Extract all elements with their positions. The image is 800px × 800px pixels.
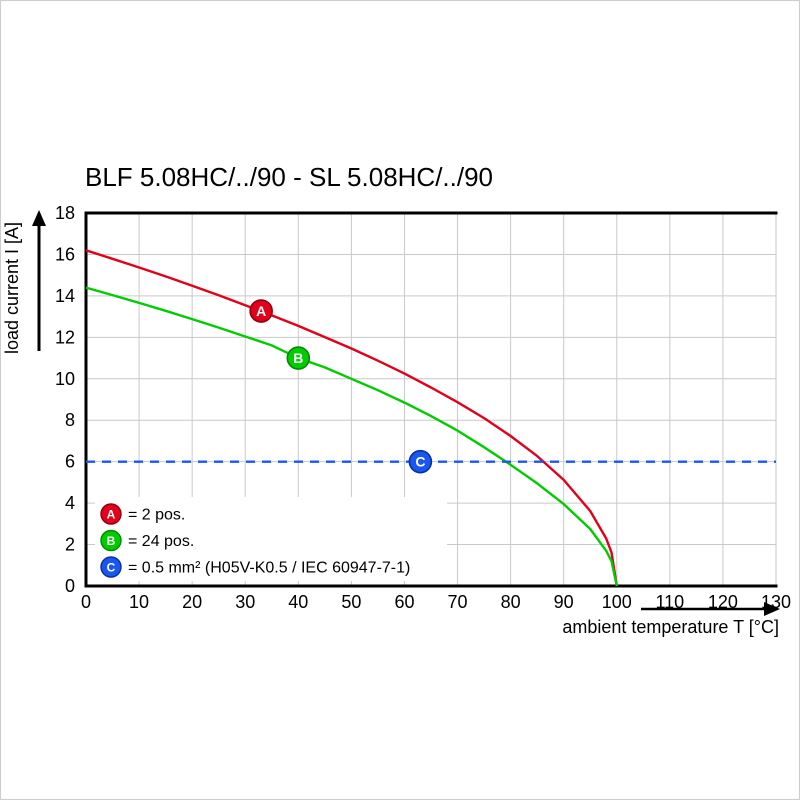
y-tick-label: 12 [55, 327, 75, 347]
y-tick-label: 14 [55, 286, 75, 306]
curve-marker-C: C [408, 449, 433, 474]
x-tick-label: 40 [288, 592, 308, 612]
y-tick-label: 16 [55, 244, 75, 264]
x-tick-label: 30 [235, 592, 255, 612]
curve-A [85, 249, 618, 587]
x-tick-label: 60 [394, 592, 414, 612]
y-tick-label: 6 [65, 452, 75, 472]
x-tick-label: 70 [448, 592, 468, 612]
x-tick-label: 120 [708, 592, 738, 612]
y-tick-label: 18 [55, 203, 75, 223]
y-tick-label: 8 [65, 410, 75, 430]
curve-marker-letter: B [293, 350, 303, 366]
x-tick-label: 100 [602, 592, 632, 612]
x-tick-label: 110 [655, 592, 684, 612]
chart-title: BLF 5.08HC/../90 - SL 5.08HC/../90 [85, 162, 494, 192]
legend-letter: A [107, 508, 116, 522]
x-tick-label: 20 [182, 592, 202, 612]
y-axis-label: load current I [A] [2, 222, 22, 354]
curve-marker-letter: A [256, 303, 266, 319]
curve-marker-letter: C [415, 454, 425, 470]
tick-labels: 0 10 20 30 40 50 60 70 80 90 100 110 120 130024681012… [55, 203, 791, 612]
curve-marker-B: B [286, 346, 311, 370]
y-tick-label: 2 [65, 535, 75, 555]
x-axis-label: ambient temperature T [°C] [562, 617, 779, 637]
y-tick-label: 4 [65, 493, 75, 513]
legend-entry-A: A = 2 pos. [100, 503, 185, 525]
x-tick-label: 90 [554, 592, 574, 612]
x-axis-arrow [641, 602, 780, 616]
legend: A = 2 pos. B = 24 pos. C = 0.5 mm² (H05V-K0.5… [100, 503, 410, 578]
legend-letter: C [107, 561, 116, 575]
legend-label: = 2 pos. [128, 507, 185, 524]
legend-background [95, 497, 447, 581]
y-tick-label: 0 [65, 576, 75, 596]
legend-entry-C: C = 0.5 mm² (H05V-K0.5 / IEC 60947-7-1) [100, 556, 410, 578]
x-tick-label: 80 [501, 592, 521, 612]
x-tick-label: 50 [341, 592, 361, 612]
x-tick-label: 0 [81, 592, 91, 612]
y-tick-label: 10 [55, 369, 75, 389]
legend-letter: B [107, 534, 116, 548]
legend-label: = 24 pos. [128, 533, 194, 550]
plot-border [84, 211, 778, 588]
y-axis-arrow [32, 210, 46, 351]
curve-B [85, 286, 618, 587]
legend-entry-B: B = 24 pos. [100, 529, 194, 552]
x-tick-label: 10 [129, 592, 149, 612]
legend-label: = 0.5 mm² (H05V-K0.5 / IEC 60947-7-1) [128, 560, 410, 577]
curve-marker-A: A [249, 299, 273, 323]
